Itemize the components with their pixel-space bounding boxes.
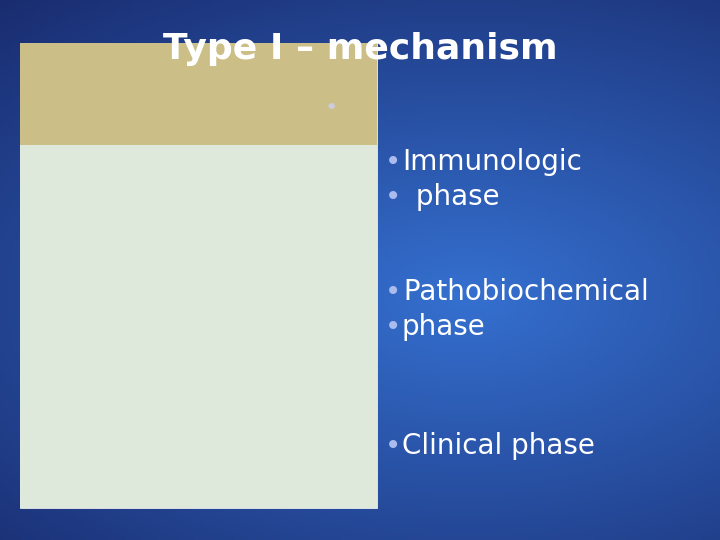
Text: Immunologic: Immunologic	[402, 148, 582, 176]
Text: •: •	[385, 278, 402, 306]
Text: •: •	[385, 431, 402, 460]
Text: •: •	[385, 313, 402, 341]
Bar	[20, 43, 377, 145]
Text: Type I – mechanism: Type I – mechanism	[163, 32, 557, 65]
Text: Pathobiochemical: Pathobiochemical	[395, 278, 648, 306]
Bar	[20, 145, 377, 508]
Text: •: •	[385, 148, 402, 176]
Bar	[20, 43, 377, 508]
Text: Clinical phase: Clinical phase	[402, 431, 595, 460]
Text: •: •	[325, 98, 338, 118]
Text: phase: phase	[407, 183, 500, 211]
Text: phase: phase	[402, 313, 485, 341]
Text: •: •	[385, 183, 402, 211]
